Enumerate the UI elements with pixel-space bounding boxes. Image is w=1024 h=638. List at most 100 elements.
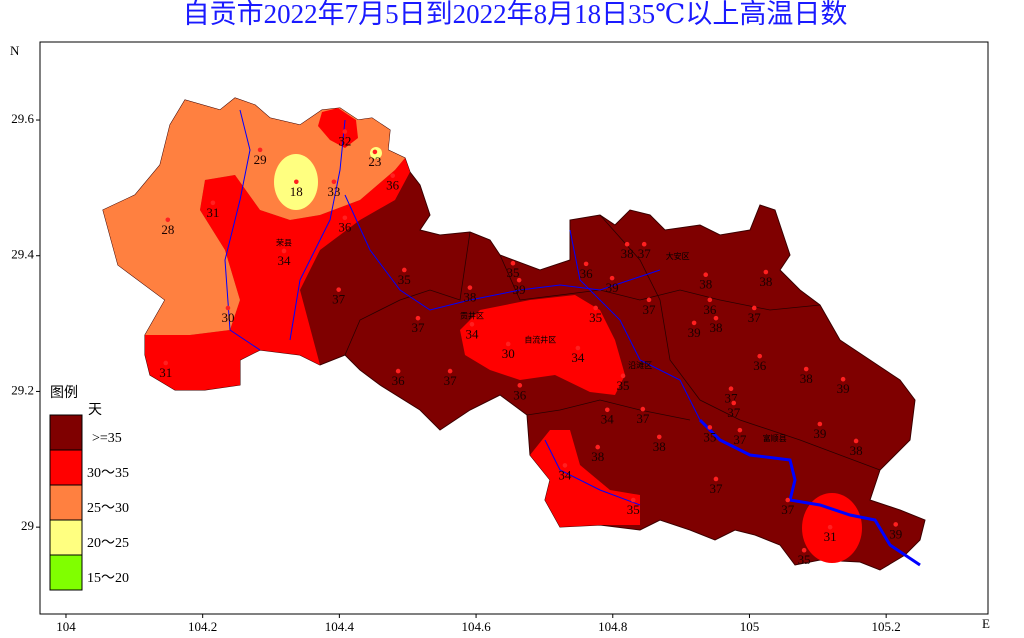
station-dot (641, 241, 647, 247)
y-tick-label: 29.4 (11, 247, 34, 262)
legend-swatch (49, 449, 83, 486)
station-dot (707, 297, 713, 303)
legend-label: 15～20 (87, 571, 129, 586)
station-dot (469, 321, 475, 327)
station-value: 23 (368, 154, 381, 169)
station-value: 37 (638, 246, 652, 261)
station-value: 35 (589, 310, 602, 325)
station-value: 37 (733, 432, 747, 447)
place-name: 富顺县 (763, 433, 787, 443)
station-value: 34 (465, 326, 479, 341)
station-dot (331, 179, 337, 185)
station-value: 37 (748, 310, 762, 325)
station-value: 34 (601, 412, 615, 427)
station-dot (827, 524, 833, 530)
station-value: 39 (606, 280, 619, 295)
x-tick-label: 104.6 (461, 619, 491, 634)
station-dot (294, 179, 299, 185)
station-dot (336, 287, 341, 292)
region-30-35-south (530, 430, 640, 527)
y-tick-label: 29 (21, 518, 34, 533)
station-dot (415, 315, 421, 321)
station-dot (257, 147, 263, 153)
station-dot (728, 386, 734, 392)
station-value: 39 (813, 426, 826, 441)
legend-label: >=35 (92, 431, 122, 446)
y-tick-label: 29.6 (11, 111, 34, 126)
station-value: 37 (332, 292, 346, 307)
station-value: 34 (571, 350, 585, 365)
river (224, 109, 261, 351)
region-25-30 (103, 98, 405, 335)
station-dot (713, 315, 719, 321)
station-dot (163, 360, 169, 366)
station-value: 34 (558, 467, 572, 482)
place-name: 贡井区 (460, 311, 484, 321)
station-value: 31 (206, 205, 219, 220)
river (544, 439, 641, 506)
station-dot (210, 200, 216, 206)
station-value: 38 (850, 443, 863, 458)
legend-unit: 天 (88, 403, 102, 418)
station-dot (593, 305, 598, 311)
legend-title: 图例 (50, 385, 78, 401)
place-name: 自流井区 (524, 334, 556, 344)
x-tick-label: 104.4 (325, 619, 355, 634)
station-dot (707, 425, 713, 430)
station-dot (575, 345, 581, 351)
boundary (526, 399, 691, 421)
station-value: 28 (161, 222, 174, 237)
x-tick-label: 105.2 (872, 619, 901, 634)
y-tick-label: 29.2 (11, 382, 34, 397)
station-value: 30 (221, 310, 234, 325)
station-value: 38 (591, 449, 604, 464)
place-name: 荣县 (276, 237, 292, 247)
station-dot (604, 407, 610, 413)
station-dot (609, 275, 615, 281)
station-value: 38 (463, 290, 476, 305)
station-dot (624, 241, 630, 247)
station-dot (516, 277, 522, 283)
station-value: 38 (759, 274, 772, 289)
station-value: 35 (703, 429, 716, 444)
station-value: 36 (753, 358, 767, 373)
station-dot (505, 341, 511, 347)
river (569, 229, 701, 421)
station-value: 38 (653, 439, 666, 454)
station-value: 39 (688, 325, 701, 340)
legend-swatch (49, 554, 83, 591)
station-value: 39 (837, 381, 850, 396)
station-value: 38 (800, 371, 813, 386)
axes: 104 104.2 104.4 104.6 104.8 105 105.2 29 29.2 29.… (11, 111, 901, 634)
station-dot (731, 400, 737, 406)
x-tick-label: 104.8 (598, 619, 627, 634)
river (344, 194, 661, 311)
station-dot (620, 373, 626, 379)
station-value: 37 (709, 481, 723, 496)
station-value: 39 (889, 526, 902, 541)
station-value: 34 (278, 253, 292, 268)
station-dot (656, 434, 662, 440)
legend-label: 25～30 (87, 501, 129, 516)
station-value: 37 (642, 302, 656, 317)
station-dot (165, 217, 171, 223)
station-dot (751, 305, 757, 311)
station-dot (372, 149, 378, 155)
regions (102, 97, 926, 571)
station-dot (630, 497, 636, 503)
legend-swatch (49, 519, 83, 556)
station-dot (225, 305, 231, 311)
east-label: E (982, 616, 990, 631)
station-dot (853, 438, 859, 444)
station-dot (703, 272, 709, 278)
station-dot (713, 476, 719, 482)
station-dot (390, 173, 395, 178)
station-value: 35 (798, 552, 811, 567)
x-tick-label: 104.2 (188, 619, 217, 634)
station-value: 18 (290, 184, 303, 199)
station-dot (401, 267, 407, 273)
station-value: 33 (327, 184, 340, 199)
x-tick-label: 104 (56, 619, 76, 634)
